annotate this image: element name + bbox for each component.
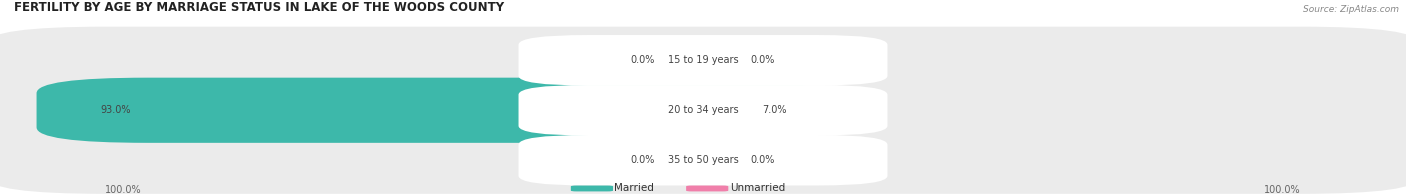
FancyBboxPatch shape — [0, 127, 1406, 194]
Text: 0.0%: 0.0% — [751, 55, 775, 65]
Text: FERTILITY BY AGE BY MARRIAGE STATUS IN LAKE OF THE WOODS COUNTY: FERTILITY BY AGE BY MARRIAGE STATUS IN L… — [14, 1, 505, 14]
FancyBboxPatch shape — [37, 78, 814, 143]
Text: 0.0%: 0.0% — [631, 55, 655, 65]
FancyBboxPatch shape — [519, 85, 887, 135]
FancyBboxPatch shape — [686, 186, 728, 191]
FancyBboxPatch shape — [686, 91, 762, 130]
Text: 93.0%: 93.0% — [100, 105, 131, 115]
Text: 0.0%: 0.0% — [751, 155, 775, 165]
Text: 100.0%: 100.0% — [1264, 185, 1301, 195]
FancyBboxPatch shape — [658, 141, 717, 179]
Text: 0.0%: 0.0% — [631, 155, 655, 165]
Text: 100.0%: 100.0% — [105, 185, 142, 195]
Text: 35 to 50 years: 35 to 50 years — [668, 155, 738, 165]
Text: 20 to 34 years: 20 to 34 years — [668, 105, 738, 115]
Text: Married: Married — [614, 183, 654, 193]
Text: Unmarried: Unmarried — [730, 183, 785, 193]
FancyBboxPatch shape — [658, 41, 717, 79]
FancyBboxPatch shape — [689, 141, 748, 179]
Text: 7.0%: 7.0% — [762, 105, 786, 115]
FancyBboxPatch shape — [689, 41, 748, 79]
Text: 15 to 19 years: 15 to 19 years — [668, 55, 738, 65]
FancyBboxPatch shape — [571, 186, 613, 191]
FancyBboxPatch shape — [0, 27, 1406, 94]
FancyBboxPatch shape — [519, 135, 887, 185]
FancyBboxPatch shape — [0, 77, 1406, 144]
Text: Source: ZipAtlas.com: Source: ZipAtlas.com — [1303, 5, 1399, 14]
FancyBboxPatch shape — [519, 35, 887, 85]
